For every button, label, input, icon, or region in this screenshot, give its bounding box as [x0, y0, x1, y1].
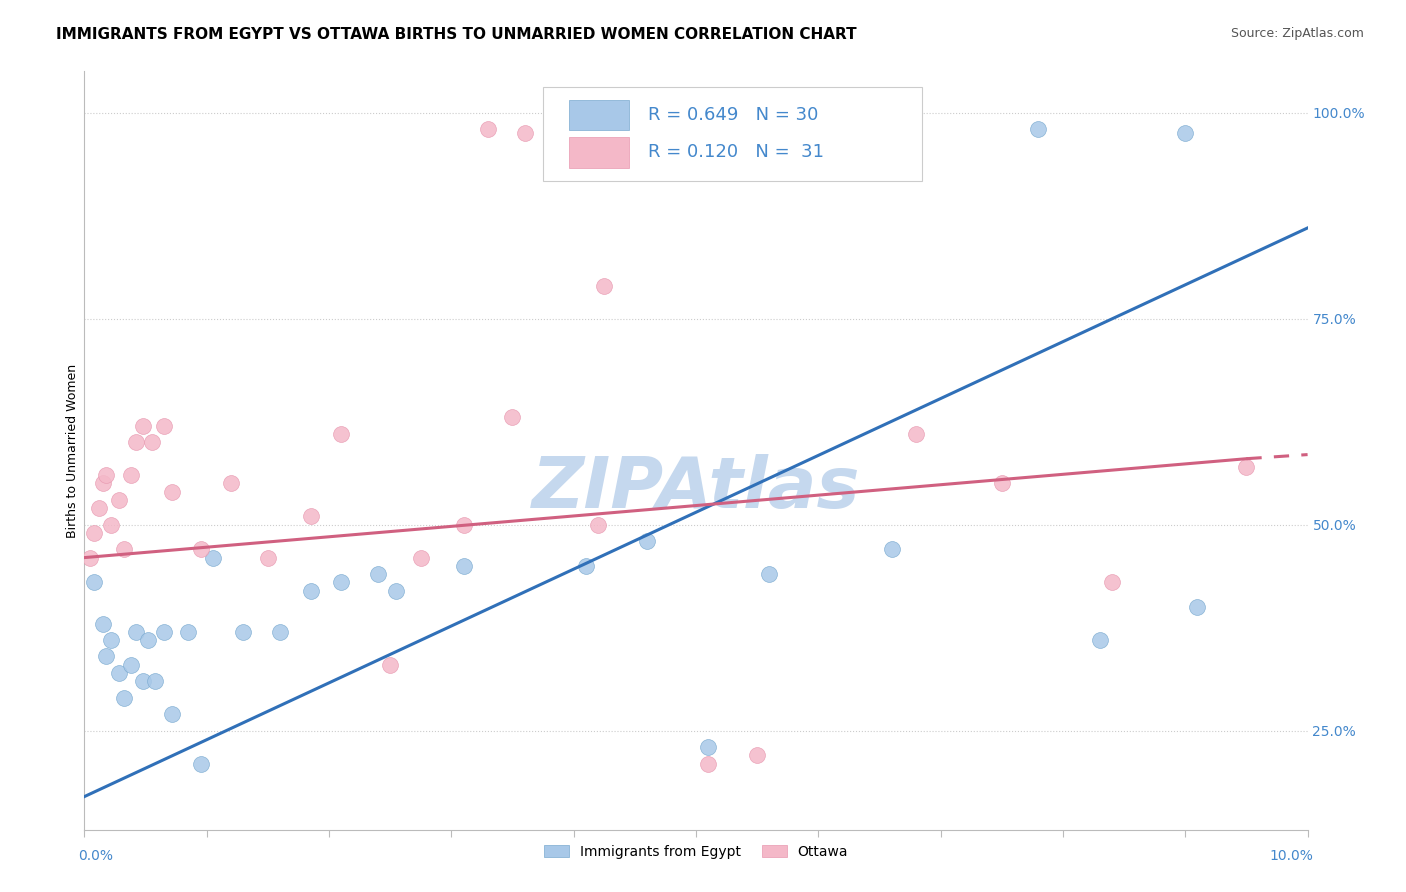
Point	[153, 418, 176, 433]
Point	[120, 468, 142, 483]
Point	[385, 583, 408, 598]
FancyBboxPatch shape	[569, 100, 628, 130]
Point	[162, 484, 184, 499]
Point	[1174, 126, 1197, 140]
Point	[141, 435, 163, 450]
Point	[409, 550, 432, 565]
Point	[143, 674, 166, 689]
Point	[477, 122, 499, 136]
Point	[330, 427, 353, 442]
Point	[232, 624, 254, 639]
Point	[132, 418, 155, 433]
Point	[125, 435, 148, 450]
Point	[100, 517, 122, 532]
Point	[112, 542, 135, 557]
Point	[136, 633, 159, 648]
Text: IMMIGRANTS FROM EGYPT VS OTTAWA BIRTHS TO UNMARRIED WOMEN CORRELATION CHART: IMMIGRANTS FROM EGYPT VS OTTAWA BIRTHS T…	[56, 27, 856, 42]
Point	[219, 476, 242, 491]
Point	[697, 740, 720, 755]
Point	[190, 542, 212, 557]
Legend: Immigrants from Egypt, Ottawa: Immigrants from Egypt, Ottawa	[538, 839, 853, 864]
Point	[100, 633, 122, 648]
Point	[83, 575, 105, 590]
Text: 0.0%: 0.0%	[79, 848, 114, 863]
Point	[502, 410, 524, 425]
Text: ZIPAtlas: ZIPAtlas	[531, 454, 860, 523]
Point	[299, 583, 322, 598]
Point	[107, 492, 129, 507]
Point	[177, 624, 200, 639]
Point	[330, 575, 353, 590]
Point	[87, 501, 110, 516]
Y-axis label: Births to Unmarried Women: Births to Unmarried Women	[66, 363, 79, 538]
Point	[905, 427, 928, 442]
Text: R = 0.120   N =  31: R = 0.120 N = 31	[648, 144, 824, 161]
Point	[107, 665, 129, 680]
Point	[575, 558, 598, 573]
Point	[79, 550, 101, 565]
Point	[880, 542, 903, 557]
Point	[96, 649, 118, 664]
Point	[453, 517, 475, 532]
Point	[162, 707, 184, 722]
Point	[367, 567, 389, 582]
Point	[96, 468, 118, 483]
Point	[153, 624, 176, 639]
Point	[120, 657, 142, 672]
Point	[593, 278, 616, 293]
Point	[1236, 459, 1258, 474]
Point	[636, 534, 658, 549]
Point	[91, 616, 114, 631]
Point	[1028, 122, 1050, 136]
Text: R = 0.649   N = 30: R = 0.649 N = 30	[648, 106, 818, 124]
Point	[112, 690, 135, 705]
Point	[125, 624, 148, 639]
Point	[132, 674, 155, 689]
Text: 10.0%: 10.0%	[1270, 848, 1313, 863]
Point	[190, 756, 212, 771]
Point	[83, 525, 105, 540]
Point	[586, 517, 609, 532]
Point	[257, 550, 280, 565]
Point	[697, 756, 720, 771]
Point	[513, 126, 536, 140]
Text: Source: ZipAtlas.com: Source: ZipAtlas.com	[1230, 27, 1364, 40]
Point	[299, 509, 322, 524]
Point	[91, 476, 114, 491]
Point	[1088, 633, 1111, 648]
FancyBboxPatch shape	[543, 87, 922, 181]
FancyBboxPatch shape	[569, 137, 628, 168]
Point	[380, 657, 402, 672]
Point	[269, 624, 291, 639]
Point	[201, 550, 224, 565]
Point	[453, 558, 475, 573]
Point	[747, 748, 769, 763]
Point	[758, 567, 780, 582]
Point	[991, 476, 1014, 491]
Point	[1101, 575, 1123, 590]
Point	[1187, 600, 1209, 615]
